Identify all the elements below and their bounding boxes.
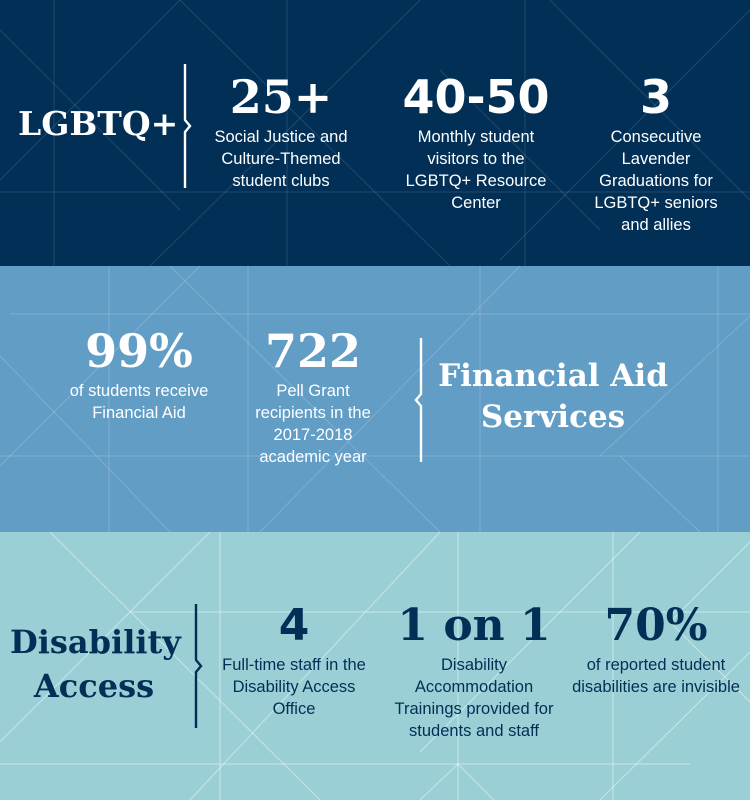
background-grid-pattern bbox=[0, 266, 750, 532]
stat-card: 99% of students receive Financial Aid bbox=[58, 328, 220, 424]
stat-description: Pell Grant recipients in the 2017-2018 a… bbox=[255, 382, 371, 466]
section-title: LGBTQ+ bbox=[18, 104, 179, 143]
brace-divider-icon bbox=[194, 604, 203, 728]
section-financial-aid: 99% of students receive Financial Aid 72… bbox=[0, 266, 750, 532]
stat-description: Social Justice and Culture-Themed studen… bbox=[214, 128, 348, 190]
stat-value: 1 on 1 bbox=[397, 600, 551, 651]
brace-divider-icon bbox=[414, 338, 423, 462]
background-grid-pattern bbox=[0, 0, 750, 266]
stat-value: 40-50 bbox=[402, 70, 550, 124]
brace-divider-icon bbox=[183, 64, 192, 188]
stat-description: Consecutive Lavender Graduations for LGB… bbox=[594, 128, 718, 234]
section-title: Financial Aid Services bbox=[438, 358, 668, 435]
section-disability-access: Disability Access 4 Full-time staff in t… bbox=[0, 532, 750, 800]
stat-card: 722 Pell Grant recipients in the 2017-20… bbox=[248, 328, 378, 468]
stat-card: 40-50 Monthly student visitors to the LG… bbox=[390, 74, 562, 214]
stat-description: of students receive Financial Aid bbox=[69, 382, 209, 422]
stat-card: 1 on 1 Disability Accommodation Training… bbox=[384, 604, 564, 742]
stat-value: 99% bbox=[85, 324, 193, 378]
stat-value: 3 bbox=[639, 70, 672, 124]
section-lgbtq: LGBTQ+ 25+ Social Justice and Culture-Th… bbox=[0, 0, 750, 266]
stat-description: of reported student disabilities are inv… bbox=[572, 656, 740, 696]
stat-value: 722 bbox=[264, 324, 362, 378]
stat-value: 4 bbox=[278, 600, 310, 651]
section-title: Disability Access bbox=[10, 623, 181, 705]
background-grid-pattern bbox=[0, 532, 750, 800]
stat-card: 70% of reported student disabilities are… bbox=[572, 604, 740, 698]
stat-card: 4 Full-time staff in the Disability Acce… bbox=[222, 604, 366, 720]
stat-description: Monthly student visitors to the LGBTQ+ R… bbox=[405, 128, 547, 212]
stat-value: 25+ bbox=[229, 70, 333, 124]
stat-card: 25+ Social Justice and Culture-Themed st… bbox=[200, 74, 362, 192]
stat-value: 70% bbox=[604, 600, 708, 651]
stat-description: Full-time staff in the Disability Access… bbox=[222, 656, 366, 718]
stat-description: Disability Accommodation Trainings provi… bbox=[394, 656, 554, 740]
stat-card: 3 Consecutive Lavender Graduations for L… bbox=[588, 74, 724, 236]
